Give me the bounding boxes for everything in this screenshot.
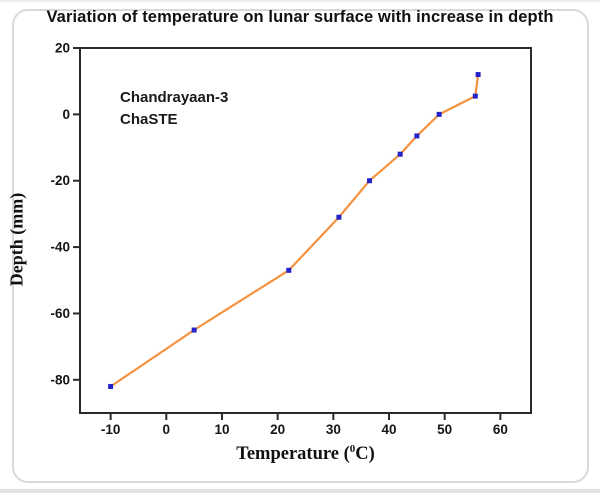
x-axis-tick-label: 30 [326, 422, 341, 437]
temperature-depth-line [109, 73, 480, 388]
page-top-edge [0, 0, 600, 2]
y-axis-tick-label: 20 [55, 41, 70, 56]
data-point-marker [472, 93, 478, 99]
y-axis-tick-label: -60 [50, 306, 70, 321]
data-point-marker [108, 383, 114, 389]
data-point-marker [397, 151, 403, 157]
x-axis-tick-label: 0 [163, 422, 171, 437]
x-axis-label-text: Temperature ( [236, 444, 350, 464]
x-axis-tick-label: 20 [270, 422, 285, 437]
data-point-marker [191, 327, 197, 333]
x-axis-label-unit: C) [355, 444, 375, 464]
x-axis-label-superscript: 0 [349, 442, 356, 455]
data-point-marker [286, 267, 292, 273]
x-axis-tick-label: 50 [437, 422, 452, 437]
chart-title: Variation of temperature on lunar surfac… [46, 8, 554, 26]
data-point-marker [367, 178, 373, 184]
y-axis-label: Depth (mm) [6, 192, 27, 287]
x-axis-tick-label: 40 [382, 422, 397, 437]
x-axis-label: Temperature (0C) [80, 442, 531, 465]
data-point-marker [436, 111, 442, 117]
y-axis-tick-label: 0 [62, 107, 70, 122]
annotation-mission: Chandrayaan-3 [120, 89, 229, 106]
y-axis-tick-label: -80 [50, 372, 70, 387]
chart-card [12, 9, 589, 483]
data-point-marker [414, 133, 420, 139]
page-bottom-edge [0, 489, 600, 493]
annotation-instrument: ChaSTE [120, 111, 178, 128]
y-axis-tick-label: -20 [50, 173, 70, 188]
y-axis-tick-label: -40 [50, 240, 70, 255]
data-point-marker [336, 214, 342, 220]
x-axis-tick-label: 60 [493, 422, 508, 437]
data-point-marker [475, 72, 481, 78]
plot-frame [79, 47, 532, 414]
x-axis-tick-label: 10 [214, 422, 229, 437]
x-axis-tick-label: -10 [101, 422, 121, 437]
chart-annotation: Chandrayaan-3 ChaSTE [120, 87, 228, 131]
